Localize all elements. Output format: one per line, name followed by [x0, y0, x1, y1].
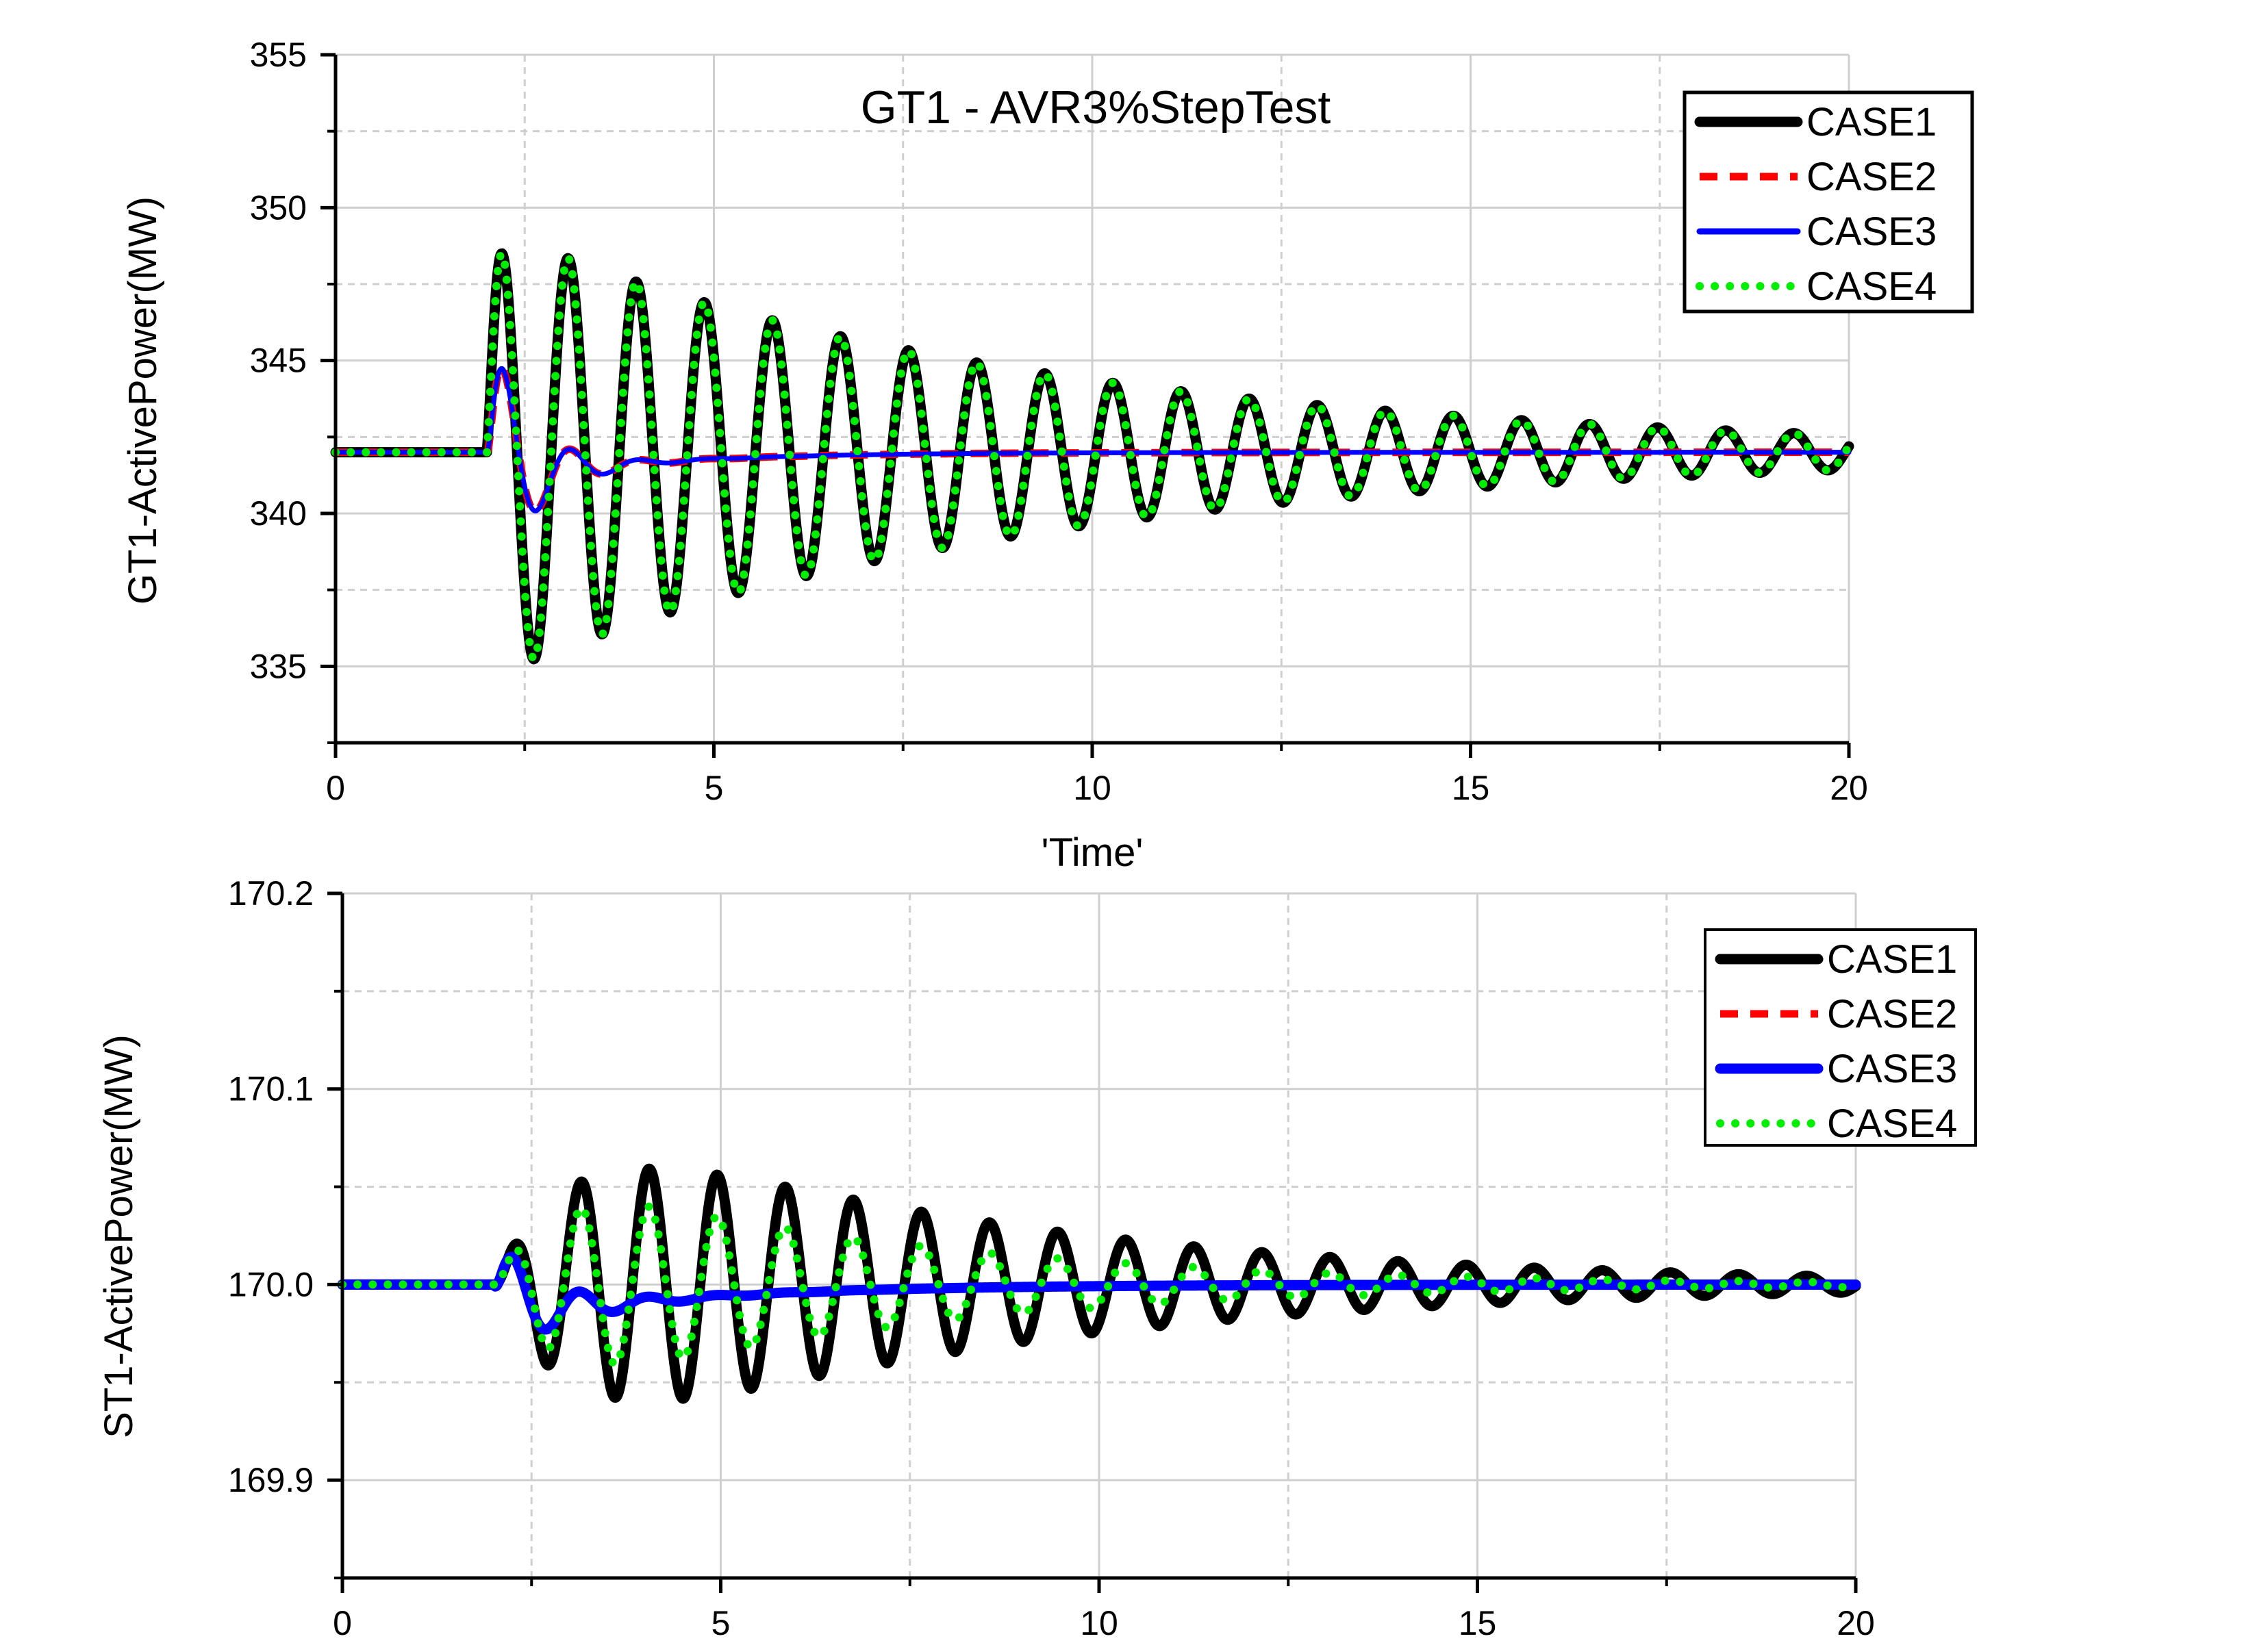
x-tick-label: 10	[1080, 1604, 1118, 1642]
x-tick-label: 5	[711, 1604, 731, 1642]
y-axis-title: ST1-ActivePower(MW)	[97, 1034, 141, 1438]
series-group	[330, 248, 1854, 665]
y-tick-label: 350	[250, 188, 307, 227]
x-tick-label: 20	[1830, 769, 1868, 807]
series-line-case1	[330, 248, 1854, 665]
y-tick-label: 169.9	[228, 1461, 314, 1499]
x-tick-label: 10	[1073, 769, 1111, 807]
legend-label-case3: CASE3	[1827, 1047, 1957, 1091]
y-tick-label: 170.2	[228, 874, 314, 913]
y-axis-title: GT1-ActivePower(MW)	[121, 196, 165, 604]
grid	[336, 53, 1850, 743]
series-line-case1	[337, 1163, 1861, 1404]
legend-label-case1: CASE1	[1806, 100, 1937, 144]
legend-label-case3: CASE3	[1806, 209, 1937, 254]
y-tick-label: 345	[250, 342, 307, 380]
y-tick-label: 170.1	[228, 1070, 314, 1108]
series-line-case3	[337, 1251, 1861, 1335]
gt1-chart: 0 5 10 15 20 335 340 345 350 355 GT1 - AVR3%StepTe…	[121, 36, 1974, 875]
series-line-case3	[333, 366, 1852, 513]
x-tick-label: 15	[1459, 1604, 1497, 1642]
legend-box	[1683, 90, 1974, 314]
series-line-case4	[338, 1202, 1860, 1368]
x-tick-label: 0	[326, 769, 345, 807]
legend-label-case1: CASE1	[1827, 937, 1957, 982]
legend-label-case2: CASE2	[1827, 992, 1957, 1036]
y-tick-label: 340	[250, 494, 307, 533]
legend-label-case2: CASE2	[1806, 155, 1937, 199]
x-tick-label: 15	[1452, 769, 1490, 807]
x-tick-label: 5	[705, 769, 724, 807]
x-axis-title: 'Time'	[1042, 830, 1144, 875]
y-tick-label: 335	[250, 647, 307, 685]
chart-title: GT1 - AVR3%StepTest	[861, 81, 1331, 133]
grid	[342, 892, 1857, 1578]
axes: 0 5 10 15 20 169.9 170.0 170.1 170.2	[228, 874, 1875, 1642]
series-group	[337, 1163, 1861, 1404]
legend: CASE1 CASE2 CASE3 CASE4	[1704, 928, 1977, 1147]
axes: 0 5 10 15 20 335 340 345 350 355	[250, 36, 1868, 807]
legend-label-case4: CASE4	[1806, 264, 1937, 309]
y-tick-label: 170.0	[228, 1265, 314, 1303]
x-tick-label: 0	[333, 1604, 352, 1642]
x-tick-label: 20	[1837, 1604, 1875, 1642]
y-tick-label: 355	[250, 36, 307, 74]
legend: CASE1 CASE2 CASE3 CASE4	[1683, 90, 1974, 314]
legend-box	[1704, 928, 1977, 1147]
st1-chart: 0 5 10 15 20 169.9 170.0 170.1 170.2 ST1-ActivePo…	[97, 874, 1977, 1642]
legend-label-case4: CASE4	[1827, 1101, 1957, 1146]
